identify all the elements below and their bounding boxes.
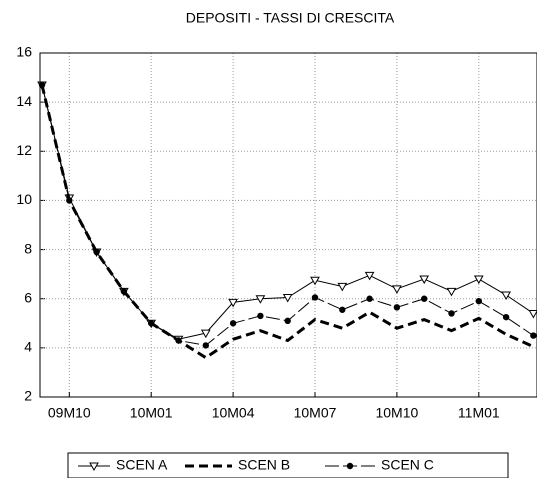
marker [93,248,100,256]
legend-box [67,452,509,478]
marker [528,309,537,319]
marker [448,310,455,317]
marker [502,313,510,321]
chart-title: DEPOSITI - TASSI DI CRESCITA [186,10,395,26]
series-line [41,84,534,346]
marker [446,287,457,297]
marker [501,291,511,301]
y-tick-label: 2 [24,388,32,404]
x-tick-label: 11M01 [458,405,500,421]
marker [392,285,402,294]
marker [175,337,182,344]
y-tick-label: 4 [24,339,32,355]
y-tick-label: 10 [16,191,32,207]
y-tick-label: 14 [16,93,32,109]
x-tick-label: 10M07 [294,405,337,421]
x-tick-label: 10M04 [212,405,255,421]
marker [346,462,354,470]
marker [473,275,484,285]
y-tick-label: 8 [24,240,32,256]
marker [200,329,211,339]
marker [202,342,209,349]
marker [282,293,293,303]
marker [366,295,373,302]
marker [339,306,346,313]
marker [120,288,128,295]
marker [393,304,401,311]
marker [364,271,375,281]
legend-label: SCEN C [381,457,434,473]
marker [38,81,46,89]
marker [228,298,238,308]
marker [419,275,430,285]
marker [530,332,537,339]
legend-label: SCEN B [238,457,290,473]
marker [311,294,319,301]
marker [229,320,237,327]
series-line [40,84,535,360]
x-tick-label: 09M10 [48,405,91,421]
marker [257,312,264,320]
marker [475,297,482,305]
marker [284,317,291,325]
marker [148,320,155,327]
y-tick-label: 12 [16,142,32,158]
y-tick-label: 6 [24,289,32,305]
plot-frame [39,52,537,398]
x-tick-label: 10M10 [375,405,418,421]
marker [89,462,99,472]
marker [421,295,428,302]
marker [337,282,348,292]
x-tick-label: 10M01 [130,405,173,421]
marker [66,197,73,204]
marker [310,276,320,286]
legend-label: SCEN A [116,457,168,473]
marker [255,295,266,304]
y-tick-label: 16 [16,44,32,60]
